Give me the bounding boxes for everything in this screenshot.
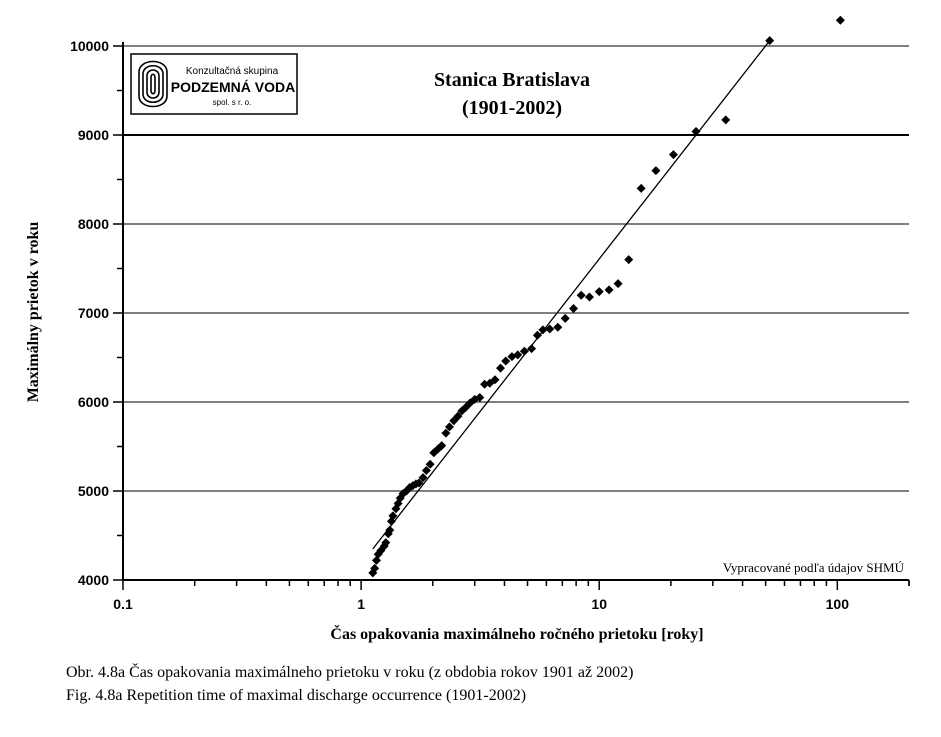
data-point [441,428,451,438]
x-tick-label: 100 [826,596,850,612]
y-tick-label: 5000 [78,483,109,499]
data-point [381,538,391,548]
data-point [453,411,463,421]
data-point [613,279,623,289]
logo-line-3: spol. s r. o. [213,98,252,107]
data-point [651,166,661,176]
data-point [421,466,431,476]
data-point [584,292,594,302]
y-tick-label: 4000 [78,572,109,588]
data-point [388,511,398,521]
data-point [668,150,678,160]
grid-lines [123,45,909,492]
data-point [604,285,614,295]
data-point [538,325,548,335]
data-point [444,422,454,432]
data-point [545,324,555,334]
axes [113,42,910,590]
logo-line-2: PODZEMNÁ VODA [171,79,295,95]
y-tick-label: 6000 [78,394,109,410]
data-point [513,350,523,360]
logo-line-1: Konzultačná skupina [186,66,279,77]
figure-caption-en: Fig. 4.8a Repetition time of maximal dis… [66,687,527,704]
data-point [496,363,506,373]
data-point [624,255,634,265]
data-point [414,478,424,488]
x-tick-label: 0.1 [113,596,133,612]
source-note: Vypracované podľa údajov SHMÚ [723,560,905,575]
data-point [475,393,485,403]
x-tick-label: 10 [591,596,607,612]
data-point [560,313,570,323]
data-point [490,375,500,385]
trend-line [372,40,771,550]
data-point [425,459,435,469]
figure-caption-sk: Obr. 4.8a Čas opakovania maximálneho pri… [66,664,634,681]
y-tick-label: 7000 [78,305,109,321]
data-point [370,563,380,573]
data-point [835,15,845,25]
data-point [569,304,579,314]
chart-title: Stanica Bratislava [434,69,590,91]
y-tick-label: 8000 [78,216,109,232]
data-point [553,322,563,332]
data-point [576,290,586,300]
data-point [691,126,701,136]
logo-emblem [138,60,168,108]
tick-labels: 4000 5000 6000 7000 8000 9000 10000 0.1 1 10 100 [70,38,849,612]
data-point [765,36,775,46]
company-logo: Konzultačná skupina PODZEMNÁ VODA spol. … [130,53,298,115]
chart-subtitle: (1901-2002) [462,97,562,119]
data-point [527,344,537,354]
x-axis-title: Čas opakovania maximálneho ročného priet… [330,624,703,643]
y-tick-label: 10000 [70,38,109,54]
data-point [418,473,428,483]
data-point [437,441,447,451]
data-points [368,15,845,578]
data-point [532,330,542,340]
y-axis-title: Maximálny prietok v roku [25,222,42,403]
data-point [594,287,604,297]
data-point [721,115,731,125]
y-tick-label: 9000 [78,127,109,143]
x-tick-label: 1 [357,596,365,612]
trend-line-layer [372,40,771,550]
data-point [519,346,529,356]
data-point [385,525,395,535]
data-point [636,183,646,193]
data-point [501,356,511,366]
